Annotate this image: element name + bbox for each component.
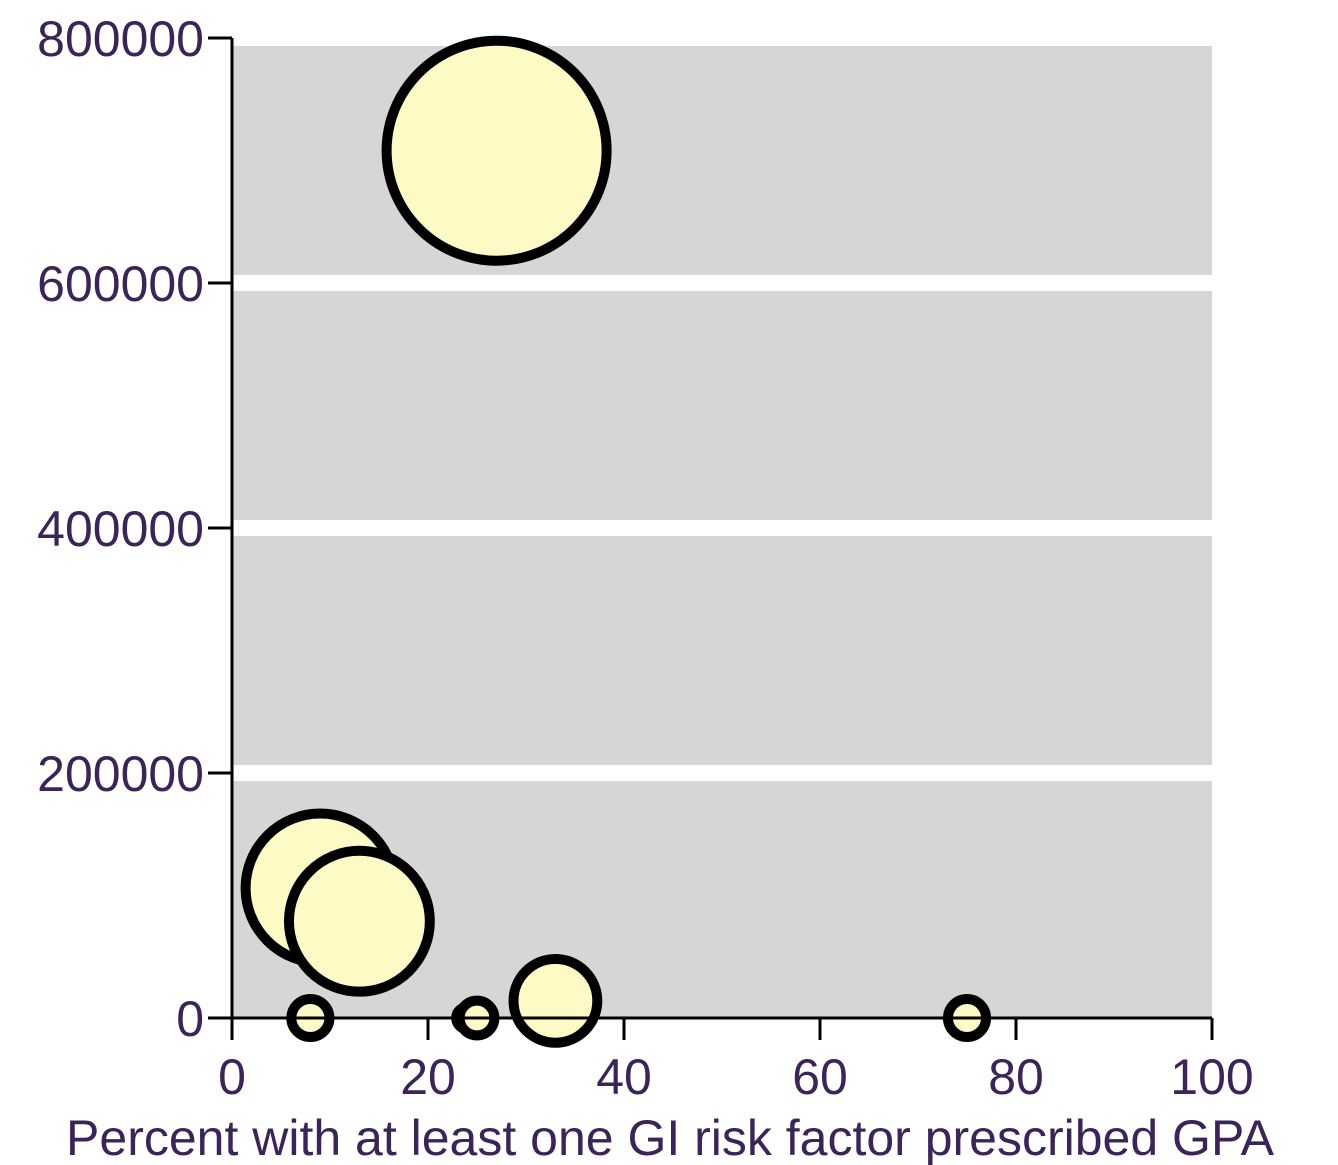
- gridlines: [232, 275, 1212, 781]
- gridline-3: [232, 275, 1212, 291]
- bubbles: [240, 35, 992, 1048]
- x-tick-label-4: 80: [988, 1049, 1044, 1105]
- y-tick-label-0: 0: [176, 991, 204, 1047]
- x-axis-title: Percent with at least one GI risk factor…: [66, 1110, 1275, 1165]
- bubble-0: [381, 35, 612, 266]
- gridline-1: [232, 765, 1212, 781]
- gridline-2: [232, 520, 1212, 536]
- bubble-3: [508, 953, 603, 1048]
- x-tick-label-2: 40: [596, 1049, 652, 1105]
- y-tick-label-3: 600000: [37, 256, 204, 312]
- x-tick-label-3: 60: [792, 1049, 848, 1105]
- bubble-2: [283, 845, 435, 997]
- x-tick-label-5: 100: [1170, 1049, 1253, 1105]
- y-tick-label-1: 200000: [37, 746, 204, 802]
- ticks: 0 200000 400000 600000 800000 0 20 40 60 80 100: [37, 11, 1254, 1105]
- x-tick-label-1: 20: [400, 1049, 456, 1105]
- y-tick-label-4: 800000: [37, 11, 204, 67]
- x-tick-label-0: 0: [218, 1049, 246, 1105]
- y-tick-label-2: 400000: [37, 501, 204, 557]
